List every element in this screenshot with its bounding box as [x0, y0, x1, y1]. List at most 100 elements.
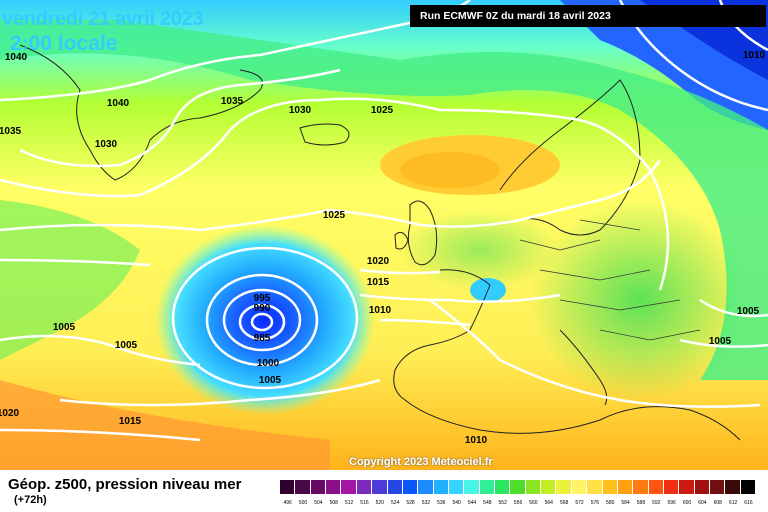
scale-swatch — [464, 480, 480, 494]
weather-map: 1040 1040 1035 1035 1030 1030 1025 1025 1020 1015… — [0, 0, 768, 470]
scale-label: 584 — [621, 500, 630, 506]
isobar-label: 1005 — [115, 340, 138, 351]
isobar-label: 1010 — [369, 305, 392, 316]
scale-swatch — [571, 480, 588, 494]
scale-swatch — [280, 480, 296, 494]
scale-label: 524 — [391, 500, 400, 506]
scale-label: 604 — [698, 500, 707, 506]
color-scale-labels: 496 500 504 508 512 516 520 524 528 532 536 540 544 5… — [280, 500, 756, 506]
scale-label: 608 — [713, 500, 722, 506]
isobar-label: 1005 — [709, 336, 732, 347]
isobar-label: 1015 — [119, 416, 142, 427]
scale-swatch — [525, 480, 542, 494]
isobar-lines — [0, 0, 768, 440]
scale-label: 504 — [314, 500, 323, 506]
scale-swatch — [479, 480, 496, 494]
isobar-label: 1020 — [0, 408, 20, 419]
scale-label: 528 — [406, 500, 415, 506]
scale-label: 600 — [682, 500, 692, 506]
scale-swatch — [341, 480, 357, 494]
isobar-label: 1035 — [221, 96, 244, 107]
isobar-label: 1005 — [53, 322, 76, 333]
isobar-label: 990 — [254, 303, 271, 314]
isobar-label: 1030 — [95, 139, 118, 150]
borders — [519, 219, 701, 341]
scale-label: 532 — [421, 500, 431, 506]
isobar-label: 1025 — [371, 105, 394, 116]
scale-label: 508 — [329, 500, 338, 506]
scale-label: 556 — [513, 500, 523, 506]
scale-label: 616 — [744, 500, 753, 506]
scale-label: 588 — [636, 500, 646, 506]
forecast-date: vendredi 21 avril 2023 — [2, 8, 204, 30]
scale-swatch — [556, 480, 572, 494]
scale-swatch — [541, 480, 557, 494]
scale-swatch — [448, 480, 465, 494]
color-scale — [280, 480, 757, 496]
scale-label: 552 — [498, 500, 507, 506]
scale-swatch — [510, 480, 526, 494]
scale-swatch — [740, 480, 757, 494]
scale-swatch — [617, 480, 634, 494]
low-pressure-field — [155, 225, 375, 415]
isobar-label: 1010 — [465, 435, 488, 446]
scandinavia-coast — [499, 79, 641, 236]
scale-swatch — [402, 480, 419, 494]
isobar-label: 1040 — [5, 52, 28, 63]
isobar-label: 1015 — [367, 277, 390, 288]
scale-label: 536 — [437, 500, 446, 506]
scale-swatch — [326, 480, 342, 494]
legend-subtitle: (+72h) — [14, 494, 47, 506]
scale-label: 544 — [467, 500, 477, 506]
scale-label: 540 — [452, 500, 461, 506]
scale-swatch — [387, 480, 403, 494]
scale-swatch — [648, 480, 664, 494]
scale-swatch — [356, 480, 373, 494]
scale-swatch — [710, 480, 726, 494]
scale-label: 596 — [667, 500, 676, 506]
scale-swatch — [694, 480, 711, 494]
copyright: Copyright 2023 Meteociel.fr — [349, 456, 493, 468]
isobar-label: 1010 — [743, 50, 766, 61]
scale-label: 580 — [606, 500, 615, 506]
isobar-label: 1040 — [107, 98, 130, 109]
green-band-north — [0, 20, 768, 380]
scale-swatch — [310, 480, 327, 494]
scale-swatch — [495, 480, 511, 494]
scale-label: 496 — [283, 500, 292, 506]
scale-swatch — [433, 480, 449, 494]
scale-swatch — [725, 480, 741, 494]
scale-swatch — [679, 480, 695, 494]
scale-label: 560 — [529, 500, 538, 506]
scale-swatch — [633, 480, 649, 494]
greenland-coast — [19, 44, 263, 181]
scale-swatch — [418, 480, 434, 494]
scale-swatch — [587, 480, 603, 494]
iceland-coast — [299, 123, 350, 146]
run-info-banner: Run ECMWF 0Z du mardi 18 avril 2023 — [410, 5, 766, 27]
scale-label: 500 — [298, 500, 308, 506]
scale-label: 572 — [575, 500, 584, 506]
scale-label: 548 — [483, 500, 492, 506]
isobar-label: 1030 — [289, 105, 312, 116]
scale-label: 612 — [728, 500, 738, 506]
scale-swatch — [602, 480, 618, 494]
scale-label: 592 — [652, 500, 661, 506]
legend-title: Géop. z500, pression niveau mer — [8, 476, 242, 493]
ridge-warm-inner — [400, 152, 500, 188]
isobar-label: 1005 — [737, 306, 760, 317]
isobar-label: 1000 — [257, 358, 280, 369]
scale-label: 564 — [544, 500, 553, 506]
scale-label: 520 — [375, 500, 384, 506]
forecast-time: 2:00 locale — [10, 32, 118, 55]
green-band-west — [0, 200, 140, 360]
green-region-europe — [530, 200, 750, 400]
scale-swatch — [663, 480, 680, 494]
scale-label: 576 — [590, 500, 600, 506]
isobar-label: 1005 — [259, 375, 282, 386]
isobar-label: 1020 — [367, 256, 390, 267]
isobar-label: 995 — [254, 293, 271, 304]
scale-label: 568 — [559, 500, 569, 506]
europe-coast — [393, 269, 741, 441]
scale-swatch — [372, 480, 388, 494]
